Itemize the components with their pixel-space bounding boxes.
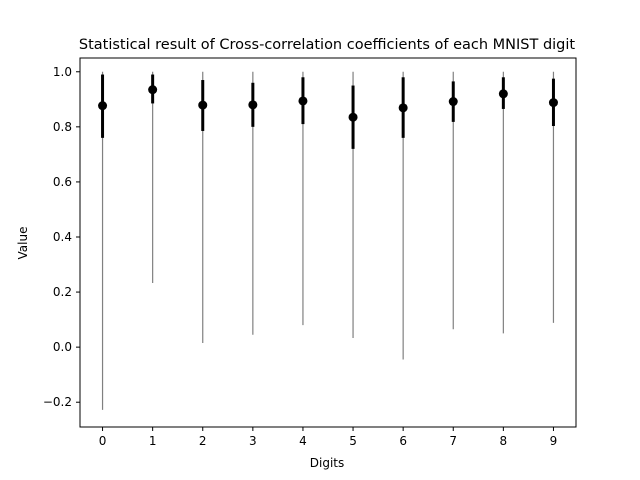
x-tick-label-8: 8 — [500, 434, 508, 448]
mean-marker-1 — [148, 85, 158, 95]
x-tick-label-3: 3 — [249, 434, 257, 448]
chart-title: Statistical result of Cross-correlation … — [79, 37, 576, 53]
x-tick-label-4: 4 — [299, 434, 307, 448]
y-tick-label-2: 0.2 — [53, 285, 72, 299]
y-axis-label: Value — [16, 227, 30, 260]
mean-marker-9 — [548, 98, 558, 108]
axes-frame — [79, 57, 577, 428]
mean-marker-8 — [498, 89, 508, 99]
y-tick-label-4: 0.6 — [53, 175, 72, 189]
x-axis-label: Digits — [310, 456, 344, 470]
x-tick-label-2: 2 — [199, 434, 207, 448]
x-tick-label-5: 5 — [349, 434, 357, 448]
x-tick-label-0: 0 — [99, 434, 107, 448]
x-tick-label-9: 9 — [550, 434, 558, 448]
mean-marker-7 — [448, 97, 458, 107]
y-tick-label-3: 0.4 — [53, 230, 72, 244]
mean-marker-5 — [348, 112, 358, 122]
y-tick-label-0: −0.2 — [43, 395, 72, 409]
plot-area: 0 1 2 3 4 5 6 7 8 9 −0.2 0.0 0.2 0.4 0.6 0.8 1.0 — [43, 57, 577, 448]
x-tick-label-6: 6 — [399, 434, 407, 448]
x-tick-label-7: 7 — [449, 434, 457, 448]
y-tick-label-6: 1.0 — [53, 65, 72, 79]
x-tick-label-1: 1 — [149, 434, 157, 448]
mean-marker-6 — [398, 103, 408, 113]
mean-marker-3 — [248, 100, 258, 110]
mean-marker-2 — [198, 100, 208, 110]
mean-marker-4 — [298, 96, 308, 106]
y-tick-label-1: 0.0 — [53, 340, 72, 354]
y-tick-label-5: 0.8 — [53, 120, 72, 134]
mean-marker-0 — [98, 101, 108, 111]
